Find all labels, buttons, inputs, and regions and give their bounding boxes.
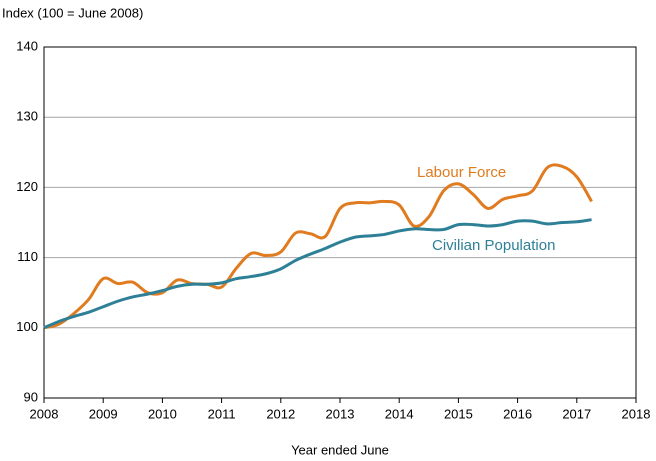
x-tick-label: 2014 [385,406,414,421]
y-tick-label: 140 [16,38,38,53]
series-line [43,218,592,330]
x-tick-label: 2008 [30,406,59,421]
x-tick-label: 2017 [562,406,591,421]
x-tick-label: 2015 [444,406,473,421]
y-axis-label: Index (100 = June 2008) [2,5,143,20]
y-tick-label: 90 [24,389,38,404]
series-line [43,163,593,330]
y-tick-label: 120 [16,179,38,194]
y-tick-label: 130 [16,109,38,124]
plot-frame [43,46,637,399]
x-tick-label: 2011 [208,406,236,421]
x-tick-label: 2009 [89,406,118,421]
y-tick-label: 100 [16,319,38,334]
x-tick-label: 2016 [503,406,532,421]
x-tick-label: 2018 [622,406,651,421]
series-label: Civilian Population [432,237,555,254]
series-label: Labour Force [417,164,506,181]
x-tick-label: 2012 [266,406,295,421]
x-tick-label: 2013 [326,406,355,421]
x-axis-label: Year ended June [291,442,389,457]
y-tick-label: 110 [17,249,38,264]
x-tick-label: 2010 [148,406,177,421]
